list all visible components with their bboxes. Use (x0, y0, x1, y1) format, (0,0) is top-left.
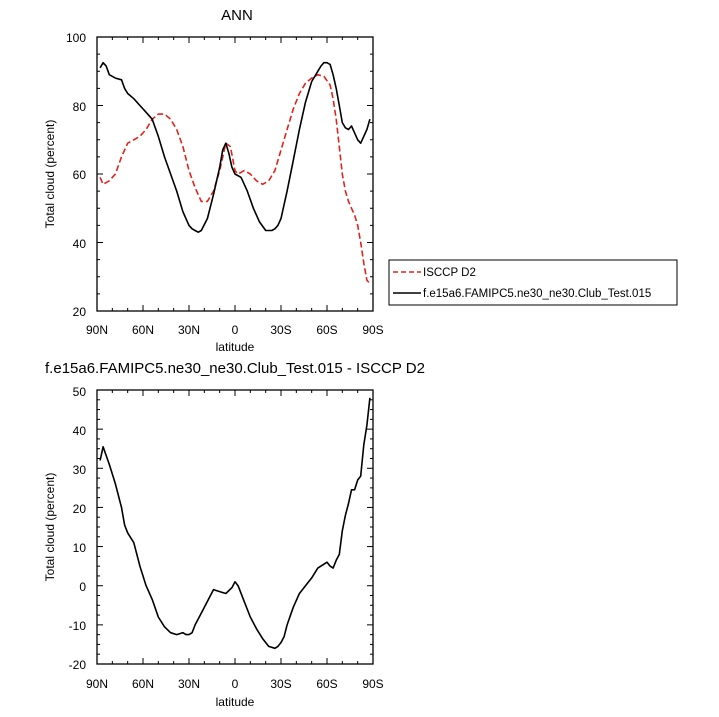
x-tick-label: 30S (270, 677, 291, 691)
x-tick-label: 90S (362, 323, 383, 337)
x-axis-label: latitude (216, 695, 255, 709)
x-tick-label: 30N (178, 677, 200, 691)
x-tick-label: 30N (178, 323, 200, 337)
y-tick-label: 80 (73, 100, 87, 114)
y-tick-label: 10 (73, 541, 87, 555)
legend-box (388, 259, 678, 306)
y-tick-label: 20 (73, 305, 87, 319)
annual-cloud-chart: ANN 90N 60N 30N 0 30S 60S 90S 20 40 60 8… (43, 7, 384, 354)
x-tick-label: 60S (316, 677, 337, 691)
legend: ISCCP D2 f.e15a6.FAMIPC5.ne30_ne30.Club_… (388, 259, 678, 306)
x-tick-label: 90S (362, 677, 383, 691)
x-tick-label: 90N (86, 677, 108, 691)
y-tick-label: 30 (73, 463, 87, 477)
series-line-1 (99, 397, 371, 650)
difference-chart: f.e15a6.FAMIPC5.ne30_ne30.Club_Test.015 … (43, 360, 425, 709)
x-tick-label: 60S (316, 323, 337, 337)
y-tick-label: 0 (79, 580, 86, 594)
series-group (99, 397, 371, 650)
y-tick-label: -20 (69, 658, 87, 672)
y-tick-label: 40 (73, 424, 87, 438)
series-line-1 (99, 73, 371, 285)
series-group (99, 61, 371, 285)
y-tick-label: 60 (73, 168, 87, 182)
plot-frame (96, 389, 374, 665)
legend-label-isccp: ISCCP D2 (423, 267, 476, 279)
y-axis-label: Total cloud (percent) (43, 120, 57, 229)
series-line-2 (99, 61, 371, 233)
axis-ticks (96, 36, 374, 312)
y-tick-label: 20 (73, 502, 87, 516)
y-tick-label: 40 (73, 237, 87, 251)
x-tick-label: 30S (270, 323, 291, 337)
y-tick-label: 50 (73, 385, 87, 399)
legend-label-model: f.e15a6.FAMIPC5.ne30_ne30.Club_Test.015 (423, 288, 651, 300)
x-tick-label: 90N (86, 323, 108, 337)
y-tick-label: 100 (66, 31, 86, 45)
axis-ticks (96, 389, 374, 665)
y-tick-label: -10 (69, 619, 87, 633)
x-tick-label: 60N (132, 677, 154, 691)
x-tick-label: 60N (132, 323, 154, 337)
x-tick-label: 0 (232, 677, 239, 691)
y-axis-label: Total cloud (percent) (43, 473, 57, 582)
x-tick-label: 0 (232, 323, 239, 337)
chart-title: ANN (221, 7, 253, 24)
chart-title: f.e15a6.FAMIPC5.ne30_ne30.Club_Test.015 … (45, 360, 425, 377)
x-axis-label: latitude (216, 340, 255, 354)
